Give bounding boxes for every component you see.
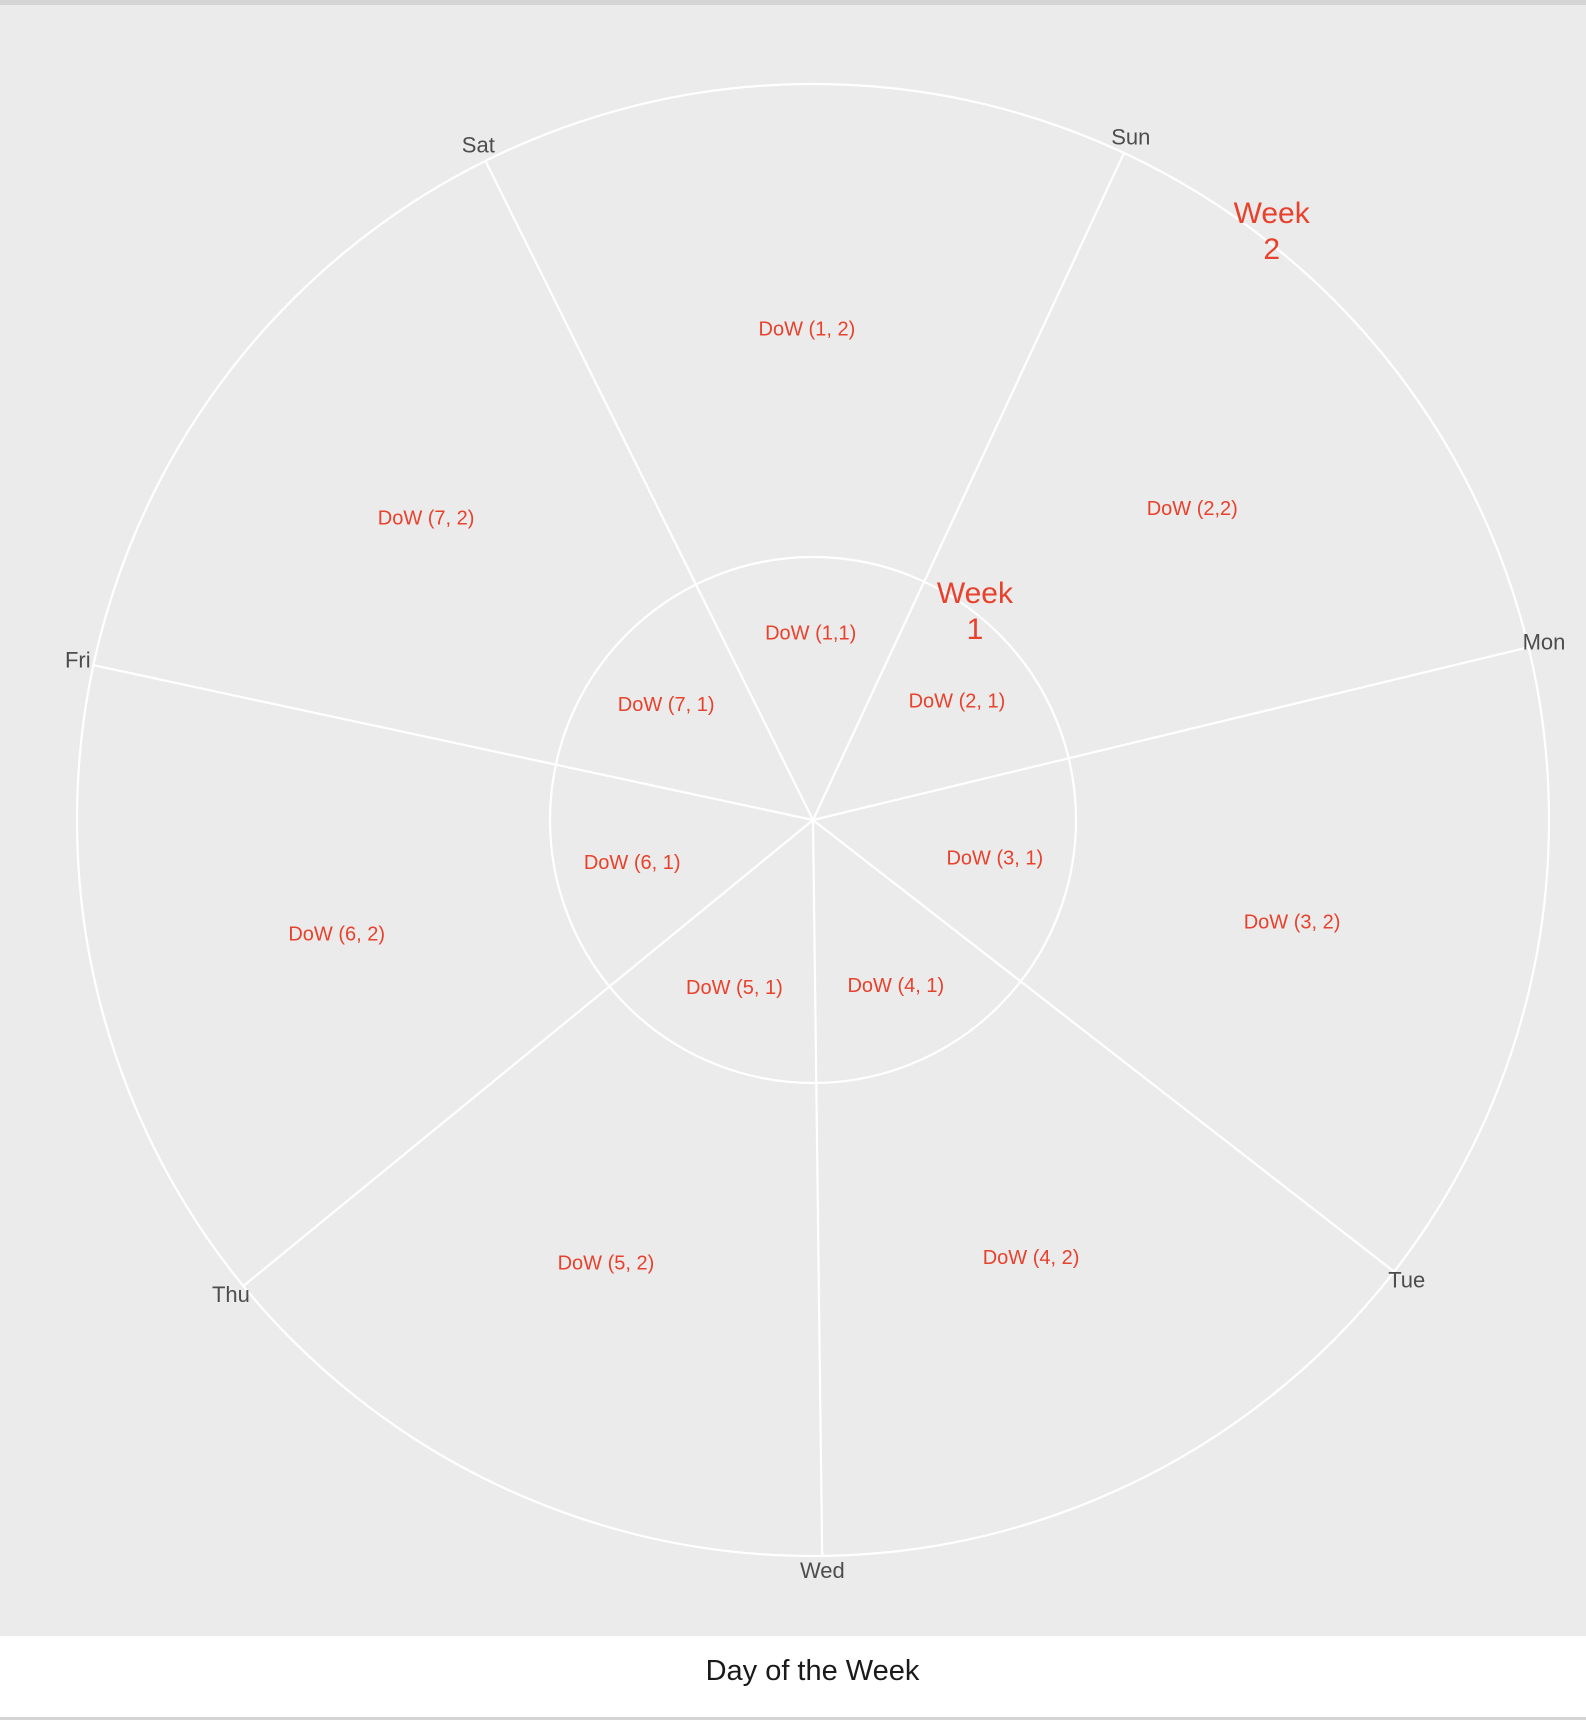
spoke-wed: [811, 819, 824, 1556]
ring-label-week1: Week 1: [937, 577, 1014, 646]
ring-label-week2-line2: 2: [1263, 233, 1280, 266]
cell-label-week2-day3: DoW (3, 2): [1244, 911, 1341, 933]
outer-ring-circle: [75, 82, 1551, 1558]
cell-label-week2-day5: DoW (5, 2): [558, 1252, 655, 1274]
spoke-sun: [812, 152, 1126, 821]
label-layer: DoW (1,1) DoW (2, 1) DoW (3, 1) DoW (4, 1) D…: [288, 197, 1340, 1275]
inner-ring-circle: [548, 555, 1078, 1085]
spoke-tue: [812, 819, 1395, 1273]
cell-label-week2-day4: DoW (4, 2): [983, 1247, 1080, 1269]
day-tick-fri: Fri: [65, 648, 91, 673]
spoke-fri: [93, 664, 814, 822]
ring-label-week1-line1: Week: [937, 577, 1014, 610]
cell-label-week1-day3: DoW (3, 1): [946, 847, 1043, 869]
cell-label-week1-day2: DoW (2, 1): [909, 691, 1006, 713]
spoke-sat: [484, 160, 814, 821]
ring-label-week2: Week 2: [1234, 197, 1311, 266]
day-tick-sun: Sun: [1111, 124, 1150, 149]
plot-panel: [0, 5, 1586, 1636]
cell-label-week1-day1: DoW (1,1): [765, 622, 856, 644]
day-tick-thu: Thu: [212, 1282, 250, 1307]
polar-chart: Sun Mon Tue Wed Thu Fri Sat DoW (1,1) DoW (2, 1…: [65, 82, 1565, 1583]
top-border: [0, 0, 1586, 5]
cell-label-week1-day5: DoW (5, 1): [686, 977, 783, 999]
cell-label-week2-day2: DoW (2,2): [1147, 498, 1238, 520]
day-tick-wed: Wed: [800, 1558, 845, 1583]
bottom-border: [0, 1717, 1586, 1720]
cell-label-week2-day1: DoW (1, 2): [759, 318, 856, 340]
day-tick-sat: Sat: [462, 132, 495, 157]
ring-label-week1-line2: 1: [967, 613, 984, 646]
cell-label-week2-day7: DoW (7, 2): [378, 508, 475, 530]
day-tick-tue: Tue: [1388, 1267, 1425, 1292]
cell-label-week1-day4: DoW (4, 1): [847, 975, 944, 997]
ring-label-week2-line1: Week: [1234, 197, 1311, 230]
spoke-thu: [242, 819, 814, 1287]
day-tick-mon: Mon: [1523, 629, 1566, 654]
cell-label-week1-day7: DoW (7, 1): [618, 694, 715, 716]
spoke-mon: [812, 646, 1529, 822]
grid-layer: [75, 82, 1551, 1558]
cell-label-week1-day6: DoW (6, 1): [584, 852, 681, 874]
cell-label-week2-day6: DoW (6, 2): [288, 923, 385, 945]
tick-layer: Sun Mon Tue Wed Thu Fri Sat: [65, 124, 1565, 1582]
x-axis-label: Day of the Week: [705, 1655, 920, 1687]
